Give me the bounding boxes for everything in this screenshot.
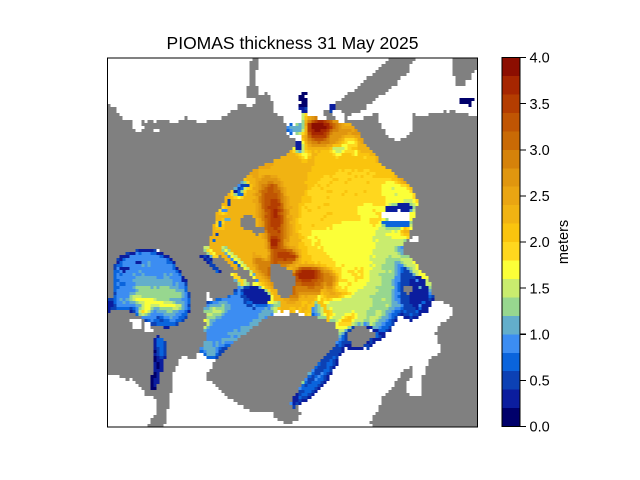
svg-text:3.5: 3.5 — [530, 97, 550, 113]
svg-text:1.5: 1.5 — [530, 281, 550, 297]
svg-text:0.5: 0.5 — [530, 374, 550, 390]
svg-text:meters: meters — [556, 220, 572, 264]
svg-text:4.0: 4.0 — [530, 51, 550, 67]
svg-text:PIOMAS thickness 31 May 2025: PIOMAS thickness 31 May 2025 — [167, 33, 419, 53]
svg-text:2.0: 2.0 — [530, 235, 550, 251]
svg-text:0.0: 0.0 — [530, 420, 550, 436]
svg-text:3.0: 3.0 — [530, 143, 550, 159]
svg-text:2.5: 2.5 — [530, 189, 550, 205]
svg-text:1.0: 1.0 — [530, 327, 550, 343]
